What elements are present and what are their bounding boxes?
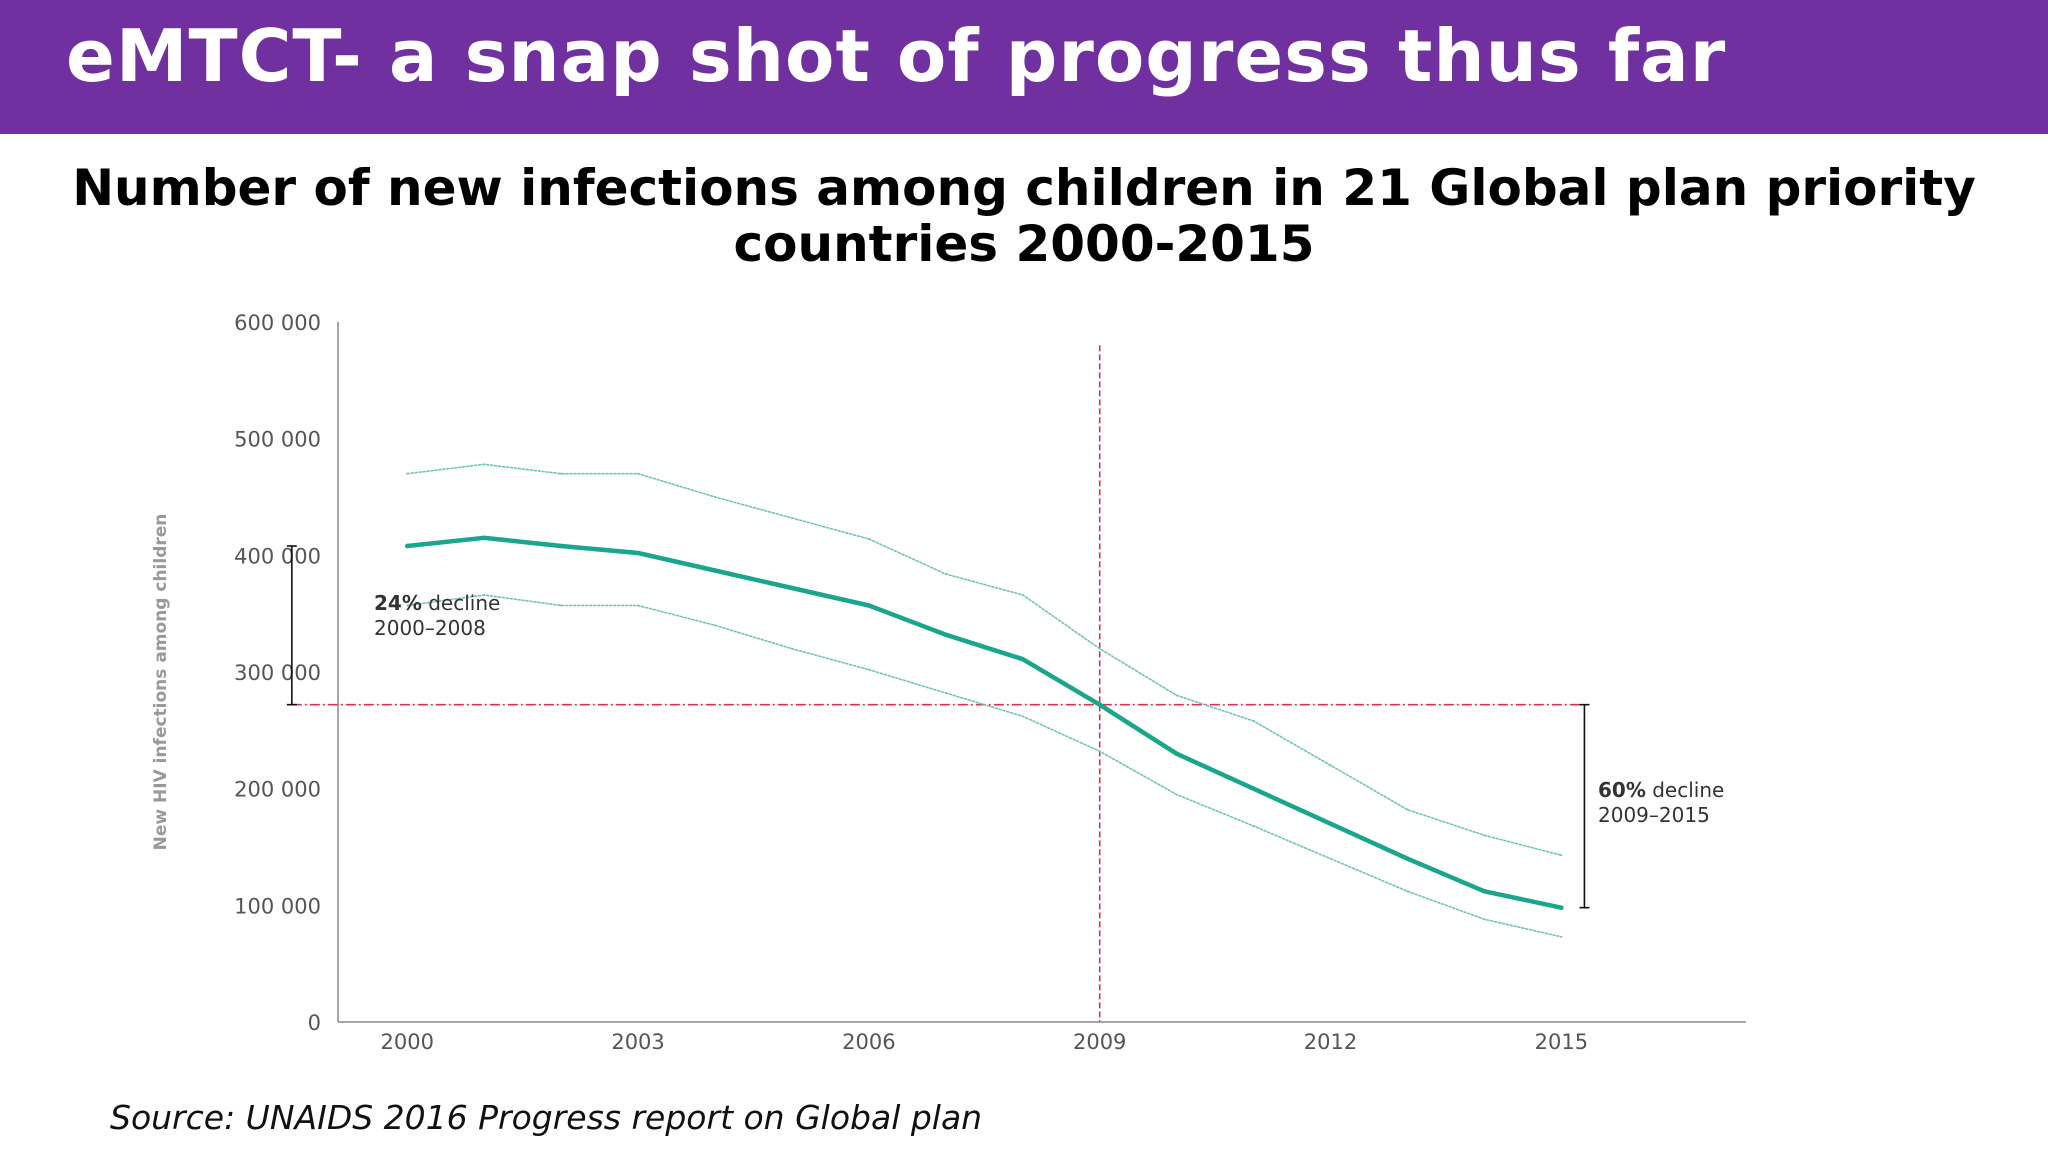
decline-period: 2000–2008 bbox=[374, 616, 486, 640]
decline-percent: 60% bbox=[1598, 778, 1646, 802]
y-tick-label: 500 000 bbox=[234, 428, 321, 452]
data-point bbox=[1252, 720, 1255, 722]
data-point bbox=[1174, 751, 1179, 756]
data-point bbox=[714, 496, 717, 498]
decline-word: decline bbox=[1646, 778, 1724, 802]
decline-label: 24% decline bbox=[374, 591, 500, 615]
series-line-upper-bound bbox=[406, 463, 1563, 857]
data-point bbox=[943, 632, 949, 637]
series-line-lower-bound bbox=[406, 594, 1563, 938]
data-point bbox=[406, 472, 409, 475]
data-point bbox=[1559, 905, 1564, 910]
source-note: Source: UNAIDS 2016 Progress report on G… bbox=[110, 1098, 983, 1137]
data-point bbox=[1406, 808, 1409, 811]
y-axis-label: New HIV infections among children bbox=[151, 514, 171, 851]
data-point bbox=[481, 535, 487, 541]
chart-title-line2: countries 2000-2015 bbox=[733, 215, 1315, 273]
x-tick-label: 2009 bbox=[1073, 1030, 1126, 1054]
x-tick-label: 2003 bbox=[611, 1030, 664, 1054]
y-tick-label: 0 bbox=[308, 1011, 321, 1035]
data-point bbox=[1329, 764, 1332, 767]
data-point bbox=[712, 568, 718, 573]
data-point bbox=[867, 538, 870, 540]
data-point bbox=[560, 472, 563, 475]
x-tick-label: 2000 bbox=[381, 1030, 434, 1054]
data-point bbox=[790, 647, 793, 650]
data-point bbox=[1097, 702, 1102, 707]
data-point bbox=[1098, 647, 1101, 650]
data-point bbox=[558, 543, 564, 549]
data-point bbox=[944, 573, 947, 575]
y-tick-label: 400 000 bbox=[234, 544, 321, 568]
decline-word: decline bbox=[422, 591, 500, 615]
data-point bbox=[1405, 856, 1410, 861]
data-point bbox=[1560, 854, 1563, 857]
data-point bbox=[1251, 786, 1256, 791]
data-point bbox=[1020, 656, 1025, 662]
chart-title: Number of new infections among children … bbox=[0, 160, 2048, 272]
data-point bbox=[1406, 890, 1409, 893]
y-tick-label: 200 000 bbox=[234, 778, 321, 802]
x-tick-label: 2015 bbox=[1535, 1030, 1588, 1054]
data-point bbox=[635, 550, 641, 556]
header-banner: eMTCT- a snap shot of progress thus far bbox=[0, 0, 2048, 134]
data-point bbox=[1329, 857, 1332, 860]
x-tick-label: 2006 bbox=[842, 1030, 895, 1054]
series-line-estimate bbox=[404, 535, 1564, 910]
data-point bbox=[867, 668, 870, 671]
data-point bbox=[406, 604, 409, 607]
data-point bbox=[1098, 750, 1101, 753]
data-point bbox=[1175, 793, 1178, 796]
data-point bbox=[1560, 935, 1563, 938]
x-tick-label: 2012 bbox=[1304, 1030, 1357, 1054]
data-point bbox=[1021, 715, 1024, 718]
data-point bbox=[714, 624, 717, 627]
data-point bbox=[483, 594, 486, 596]
data-point bbox=[1021, 594, 1024, 596]
slide-title: eMTCT- a snap shot of progress thus far bbox=[66, 14, 1727, 98]
data-point bbox=[637, 472, 640, 475]
data-point bbox=[1175, 694, 1178, 697]
decline-period: 2009–2015 bbox=[1598, 803, 1710, 827]
data-point bbox=[405, 543, 410, 549]
chart-title-line1: Number of new infections among children … bbox=[72, 159, 1976, 217]
y-tick-label: 300 000 bbox=[234, 661, 321, 685]
decline-label: 60% decline bbox=[1598, 778, 1724, 802]
data-point bbox=[1328, 821, 1333, 826]
data-point bbox=[790, 517, 793, 519]
data-point bbox=[483, 463, 486, 466]
data-point bbox=[1483, 918, 1486, 921]
data-point bbox=[1483, 834, 1486, 837]
data-point bbox=[789, 585, 795, 591]
data-point bbox=[560, 604, 563, 607]
data-point bbox=[1252, 825, 1255, 827]
y-tick-label: 100 000 bbox=[234, 894, 321, 918]
data-point bbox=[944, 692, 947, 694]
data-point bbox=[866, 603, 872, 608]
y-tick-label: 600 000 bbox=[234, 311, 321, 335]
decline-percent: 24% bbox=[374, 591, 422, 615]
data-point bbox=[637, 604, 640, 607]
data-point bbox=[1482, 889, 1487, 894]
